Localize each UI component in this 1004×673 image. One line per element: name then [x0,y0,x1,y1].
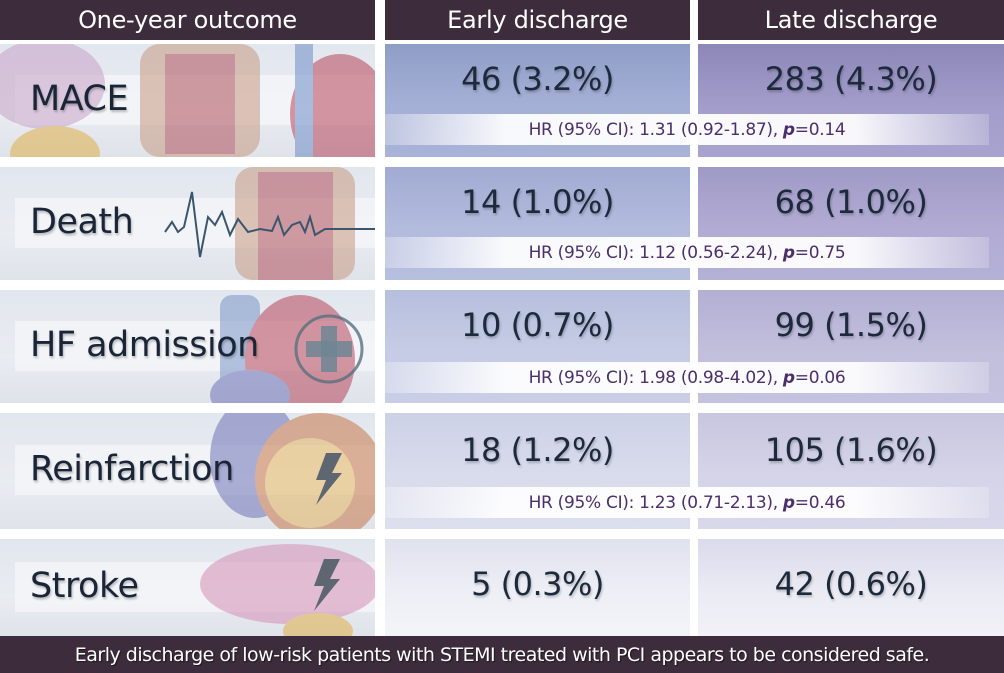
outcome-cell: HF admission [0,290,375,403]
hr-band: HR (95% CI): 1.23 (0.71-2.13), p=0.46 [385,487,989,518]
late-value: 42 (0.6%) [774,565,928,603]
outcome-cell: Stroke [0,539,375,636]
outcome-label: MACE [30,78,129,119]
medical-cross-icon [294,314,364,384]
outcome-cell: MACE [0,44,375,157]
lightning-bolt-icon [316,453,342,505]
early-value: 46 (3.2%) [461,60,614,98]
conclusion-footer: Early discharge of low-risk patients wit… [0,636,1004,673]
hazard-ratio-text: HR (95% CI): 1.12 (0.56-2.24), p=0.75 [529,243,846,263]
hr-band: HR (95% CI): 1.31 (0.92-1.87), p=0.14 [385,114,989,145]
p-label: p [782,367,795,388]
late-value: 105 (1.6%) [764,431,938,469]
outcome-label: Stroke [30,565,139,606]
outcome-label: Reinfarction [30,449,234,489]
late-cell: 42 (0.6%) [698,539,1004,636]
early-value: 10 (0.7%) [461,306,614,344]
table-row-reinfarction: Reinfarction 18 (1.2%) 105 (1.6%) HR (95… [0,413,1004,529]
hazard-ratio-text: HR (95% CI): 1.23 (0.71-2.13), p=0.46 [529,493,846,513]
late-value: 68 (1.0%) [774,183,928,221]
p-label: p [782,119,795,140]
heart-illustration-icon [210,295,355,403]
header-outcome: One-year outcome [0,0,375,40]
late-value: 99 (1.5%) [774,306,928,344]
early-cell: 5 (0.3%) [385,539,690,636]
late-value: 283 (4.3%) [764,60,938,98]
outcome-label: Death [30,201,134,242]
hr-prefix: HR (95% CI): 1.12 (0.56-2.24), [528,242,783,263]
header-early-discharge: Early discharge [385,0,690,40]
p-label: p [782,242,795,263]
early-value: 14 (1.0%) [461,183,614,221]
ecg-line-icon [164,191,375,258]
hr-prefix: HR (95% CI): 1.98 (0.98-4.02), [528,367,783,388]
outcome-cell: Reinfarction [0,413,375,529]
table-row-stroke: Stroke 5 (0.3%) 42 (0.6%) [0,539,1004,636]
p-label: p [782,492,795,513]
hazard-ratio-text: HR (95% CI): 1.31 (0.92-1.87), p=0.14 [529,120,846,140]
outcome-cell: Death [0,167,375,280]
p-value: =0.06 [794,367,846,388]
hr-band: HR (95% CI): 1.98 (0.98-4.02), p=0.06 [385,362,989,393]
hr-band: HR (95% CI): 1.12 (0.56-2.24), p=0.75 [385,237,989,268]
outcome-label: HF admission [30,324,259,365]
header-late-discharge: Late discharge [698,0,1004,40]
organs-illustration-icon [0,44,375,157]
table-row-hf-admission: HF admission 10 (0.7%) 99 (1.5%) HR (95%… [0,290,1004,403]
early-value: 5 (0.3%) [471,565,604,603]
p-value: =0.46 [794,492,846,513]
p-value: =0.14 [794,119,846,140]
hazard-ratio-text: HR (95% CI): 1.98 (0.98-4.02), p=0.06 [529,368,846,388]
lightning-bolt-icon [314,559,340,611]
hr-prefix: HR (95% CI): 1.31 (0.92-1.87), [528,119,783,140]
table-row-death: Death 14 (1.0%) 68 (1.0%) HR (95% CI): 1… [0,167,1004,280]
p-value: =0.75 [794,242,846,263]
early-value: 18 (1.2%) [461,431,614,469]
table-row-mace: MACE 46 (3.2%) 283 (4.3%) HR (95% CI): 1… [0,44,1004,157]
hr-prefix: HR (95% CI): 1.23 (0.71-2.13), [528,492,783,513]
